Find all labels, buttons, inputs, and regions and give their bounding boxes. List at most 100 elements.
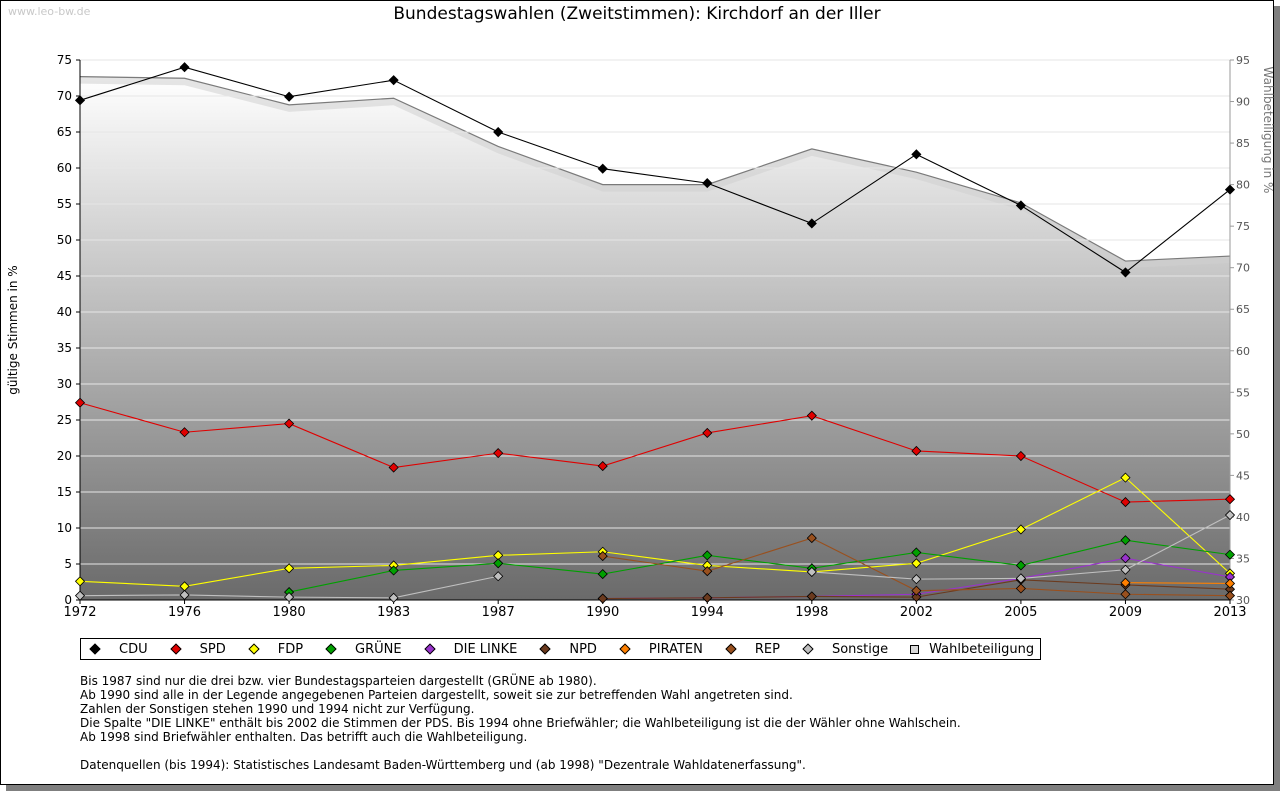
y-tick-label: 70	[57, 89, 72, 103]
data-point-rep	[911, 585, 922, 596]
axes: 0 5 10 15 20 25 30 35 40 45 50 55 60 65 70 75 30 35 40 45 50…	[57, 53, 1250, 620]
x-tick-label: 1976	[168, 605, 201, 620]
series-line-spd	[79, 402, 1231, 503]
legend-diamond-icon	[248, 643, 260, 655]
data-point-sonstige	[911, 574, 922, 585]
data-point-spd	[74, 397, 86, 408]
turnout-area	[80, 76, 1230, 601]
legend-label: DIE LINKE	[453, 641, 518, 657]
data-point-piraten	[1120, 577, 1131, 588]
x-tick-label: 1980	[273, 605, 306, 620]
legend-diamond-icon	[169, 643, 182, 655]
x-tick-label: 2002	[900, 605, 933, 620]
legend: CDU SPD FDP GRÜNE DIE LINKE NPD PIRATEN REP Sons…	[80, 638, 1042, 660]
data-point-rep	[597, 551, 608, 562]
y2-axis-label: Wahlbeteiligung in %	[1261, 67, 1275, 194]
data-point-grüne	[1120, 535, 1131, 546]
x-tick-label: 2009	[1109, 605, 1142, 620]
y2-tick-label: 50	[1236, 428, 1250, 441]
data-point-grüne	[1224, 549, 1236, 560]
data-point-spd	[702, 427, 713, 439]
data-point-sonstige	[179, 589, 190, 601]
legend-label: Sonstige	[831, 641, 889, 657]
y2-tick-label: 30	[1236, 594, 1250, 607]
y-axis-label: gültige Stimmen in %	[6, 265, 20, 394]
data-point-sonstige	[284, 592, 295, 603]
series-points	[74, 62, 1236, 604]
legend-label: GRÜNE	[355, 641, 402, 657]
legend-diamond-icon	[539, 643, 552, 655]
y-tick-label: 10	[57, 521, 72, 535]
y-tick-label: 25	[57, 413, 72, 427]
data-point-spd	[597, 461, 608, 472]
series-line-cdu	[79, 66, 1231, 274]
data-point-spd	[284, 418, 295, 429]
legend-label: SPD	[199, 641, 226, 657]
legend-diamond-icon	[802, 643, 814, 655]
y2-tick-label: 45	[1236, 469, 1250, 482]
legend-item: PIRATEN	[619, 642, 703, 657]
x-tick-label: 1994	[691, 605, 724, 620]
note-line: Bis 1987 sind nur die drei bzw. vier Bun…	[80, 674, 597, 688]
data-point-npd	[806, 591, 817, 602]
turnout-line	[79, 76, 1231, 262]
frame-shadow-bottom	[6, 785, 1280, 791]
data-point-grüne	[388, 565, 399, 576]
x-tick-label: 1998	[795, 605, 828, 620]
legend-square-icon	[910, 644, 920, 654]
data-point-piraten	[1224, 578, 1236, 589]
data-point-grüne	[493, 558, 504, 569]
data-point-rep	[1120, 589, 1131, 600]
legend-diamond-icon	[619, 643, 631, 655]
y-tick-label: 0	[64, 593, 72, 607]
y-tick-label: 60	[57, 161, 72, 175]
legend-label: PIRATEN	[648, 641, 703, 657]
series-line-piraten	[1125, 582, 1231, 584]
data-point-sonstige	[1224, 509, 1236, 521]
y2-tick-label: 75	[1236, 220, 1250, 233]
data-point-grüne	[597, 569, 608, 580]
y-tick-label: 30	[57, 377, 72, 391]
legend-label: CDU	[119, 641, 148, 657]
data-point-npd	[702, 592, 713, 603]
data-point-cdu	[806, 218, 817, 229]
legend-item: SPD	[169, 641, 226, 657]
data-point-rep	[1015, 583, 1026, 594]
y2-tick-label: 35	[1236, 552, 1250, 565]
data-point-cdu	[911, 149, 922, 160]
data-point-grüne	[702, 550, 713, 561]
data-point-fdp	[1120, 472, 1131, 483]
data-point-rep	[1224, 590, 1236, 601]
data-point-sonstige	[74, 590, 86, 601]
watermark[interactable]: www.leo-bw.de	[8, 5, 91, 18]
y-tick-label: 50	[57, 233, 72, 247]
notes: Bis 1987 sind nur die drei bzw. vier Bun…	[80, 674, 961, 772]
data-point-spd	[806, 410, 817, 421]
source-note: Datenquellen (bis 1994): Statistisches L…	[80, 758, 806, 772]
y2-tick-label: 85	[1236, 137, 1250, 150]
data-point-cdu	[388, 75, 399, 86]
y-tick-label: 55	[57, 197, 72, 211]
series-line-fdp	[79, 476, 1231, 587]
x-tick-label: 1990	[586, 605, 619, 620]
data-point-cdu	[597, 163, 608, 174]
x-tick-label: 1987	[482, 605, 515, 620]
data-point-cdu	[1015, 200, 1026, 211]
data-point-spd	[911, 445, 922, 457]
data-point-npd	[911, 592, 922, 603]
y-tick-label: 40	[57, 305, 72, 319]
legend-diamond-icon	[423, 643, 436, 655]
data-point-cdu	[702, 178, 713, 189]
y-tick-label: 45	[57, 269, 72, 283]
series-line-grüne	[288, 539, 1231, 593]
legend-label: NPD	[569, 641, 597, 657]
y-tick-label: 20	[57, 449, 72, 463]
data-point-spd	[493, 448, 504, 459]
note-line: Ab 1998 sind Briefwähler enthalten. Das …	[80, 730, 528, 744]
x-tick-label: 2005	[1004, 605, 1037, 620]
frame-shadow-right	[1274, 6, 1280, 791]
legend-item: Wahlbeteiligung	[910, 642, 1034, 657]
note-line: Die Spalte "DIE LINKE" enthält bis 2002 …	[80, 716, 961, 730]
data-point-rep	[806, 533, 817, 544]
